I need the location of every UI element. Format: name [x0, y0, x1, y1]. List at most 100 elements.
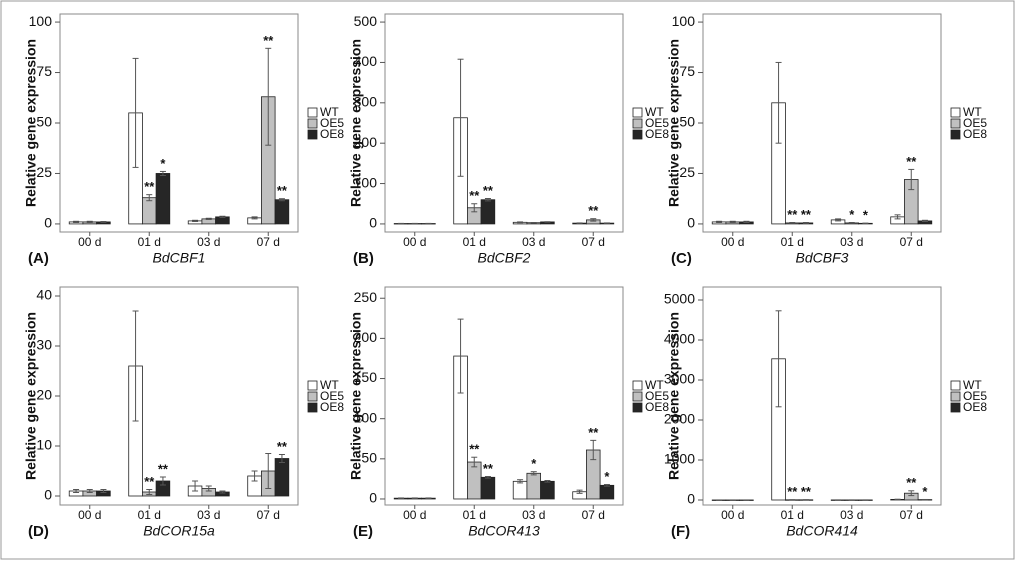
legend-label: WT	[320, 378, 339, 392]
legend-label: WT	[645, 378, 664, 392]
legend-swatch	[950, 129, 961, 140]
error-bar	[192, 480, 199, 492]
y-tick-label: 300	[354, 94, 378, 110]
x-tick-label: 01 d	[138, 235, 161, 249]
error-bar	[603, 484, 610, 487]
legend-label: OE5	[320, 389, 344, 403]
y-tick-label: 75	[679, 63, 695, 79]
error-bar	[73, 220, 80, 224]
error-bar	[86, 489, 93, 493]
y-tick-label: 150	[354, 369, 378, 385]
significance: **	[906, 475, 917, 490]
error-bar	[159, 476, 166, 486]
significance: **	[588, 425, 599, 440]
significance: *	[922, 484, 928, 499]
error-bar	[132, 310, 139, 422]
error-bar	[716, 220, 723, 224]
significance: **	[483, 183, 494, 198]
panel-label: (A)	[28, 250, 49, 267]
error-bar	[205, 217, 212, 220]
plot-frame	[702, 286, 942, 506]
error-bar	[894, 214, 901, 220]
y-tick-label: 0	[44, 487, 52, 503]
significance: **	[263, 33, 274, 48]
y-tick-label: 500	[354, 13, 378, 29]
y-axis-label: Relative gene expression	[348, 39, 364, 207]
legend-swatch	[950, 107, 961, 118]
error-bar	[576, 489, 583, 494]
x-tick-label: 00 d	[721, 508, 744, 522]
x-tick-label: 07 d	[257, 235, 280, 249]
y-tick-label: 25	[679, 164, 695, 180]
bar	[540, 480, 555, 500]
legend-swatch	[307, 391, 318, 402]
legend-label: OE8	[320, 127, 344, 141]
legend-swatch	[307, 118, 318, 129]
y-tick-label: 100	[354, 174, 378, 190]
y-tick-label: 100	[354, 409, 378, 425]
y-tick-label: 0	[369, 490, 377, 506]
x-tick-label: 07 d	[582, 508, 605, 522]
significance: **	[906, 154, 917, 169]
error-bar	[908, 490, 915, 497]
significance: *	[863, 208, 869, 223]
y-tick-label: 1000	[664, 451, 695, 467]
error-bar	[484, 197, 491, 202]
legend-swatch	[950, 118, 961, 129]
x-tick-label: 03 d	[840, 235, 863, 249]
legend-label: WT	[963, 105, 982, 119]
legend-swatch	[307, 107, 318, 118]
x-tick-label: 01 d	[138, 508, 161, 522]
plot-frame	[384, 13, 624, 233]
significance: *	[849, 207, 855, 222]
legend-label: OE5	[645, 116, 669, 130]
error-bar	[590, 218, 597, 222]
significance: **	[277, 439, 288, 454]
x-axis-label: BdCBF3	[796, 250, 849, 266]
significance: **	[469, 442, 480, 457]
y-tick-label: 4000	[664, 331, 695, 347]
legend-label: OE8	[963, 127, 987, 141]
error-bar	[278, 198, 285, 202]
significance: **	[787, 207, 798, 222]
error-bar	[484, 475, 491, 479]
error-bar	[743, 220, 750, 224]
y-tick-label: 20	[36, 387, 52, 403]
significance: **	[801, 207, 812, 222]
significance: **	[483, 461, 494, 476]
error-bar	[265, 47, 272, 146]
y-tick-label: 0	[369, 215, 377, 231]
error-bar	[471, 456, 478, 468]
error-bar	[729, 220, 736, 224]
bar	[526, 472, 541, 500]
x-tick-label: 03 d	[197, 508, 220, 522]
y-tick-label: 0	[44, 215, 52, 231]
error-bar	[251, 216, 258, 220]
bar	[480, 199, 496, 225]
x-tick-label: 01 d	[781, 508, 804, 522]
legend-swatch	[950, 380, 961, 391]
error-bar	[457, 58, 464, 177]
error-bar	[251, 470, 258, 482]
y-axis-label: Relative gene expression	[348, 312, 364, 480]
error-bar	[775, 310, 782, 408]
legend-swatch	[307, 129, 318, 140]
y-tick-label: 100	[672, 13, 696, 29]
y-tick-label: 100	[29, 13, 53, 29]
y-tick-label: 50	[36, 114, 52, 130]
bar	[599, 484, 615, 500]
error-bar	[921, 219, 928, 223]
legend-swatch	[307, 380, 318, 391]
panel-label: (E)	[353, 523, 373, 540]
x-tick-label: 03 d	[522, 235, 545, 249]
error-bar	[100, 221, 107, 223]
y-axis-label: Relative gene expression	[666, 39, 682, 207]
legend-swatch	[632, 107, 643, 118]
x-tick-label: 00 d	[78, 235, 101, 249]
y-tick-label: 40	[36, 287, 52, 303]
x-tick-label: 01 d	[463, 508, 486, 522]
x-axis-label: BdCOR15a	[143, 523, 215, 539]
error-bar	[219, 215, 226, 218]
bar	[274, 199, 290, 225]
significance: *	[531, 456, 537, 471]
